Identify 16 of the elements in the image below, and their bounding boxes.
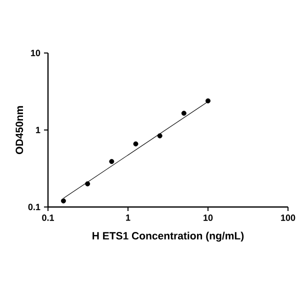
point: [157, 133, 162, 138]
x-axis-title: H ETS1 Concentration (ng/mL): [92, 232, 244, 242]
x-tick-label: 0.1: [42, 214, 54, 221]
x-tick-label: 10: [204, 214, 213, 221]
point: [133, 141, 138, 146]
point: [85, 181, 90, 186]
point: [181, 110, 186, 116]
x-tick-label: 1: [126, 214, 130, 221]
x-tick-label: 100: [281, 214, 296, 221]
point: [109, 158, 114, 164]
y-tick-label: 1: [36, 126, 40, 134]
point: [60, 198, 66, 204]
y-tick-label: 10: [31, 50, 40, 56]
y-axis-title: OD450nm: [16, 106, 24, 154]
y-tick-label: 0.1: [28, 204, 40, 210]
point: [206, 98, 210, 104]
